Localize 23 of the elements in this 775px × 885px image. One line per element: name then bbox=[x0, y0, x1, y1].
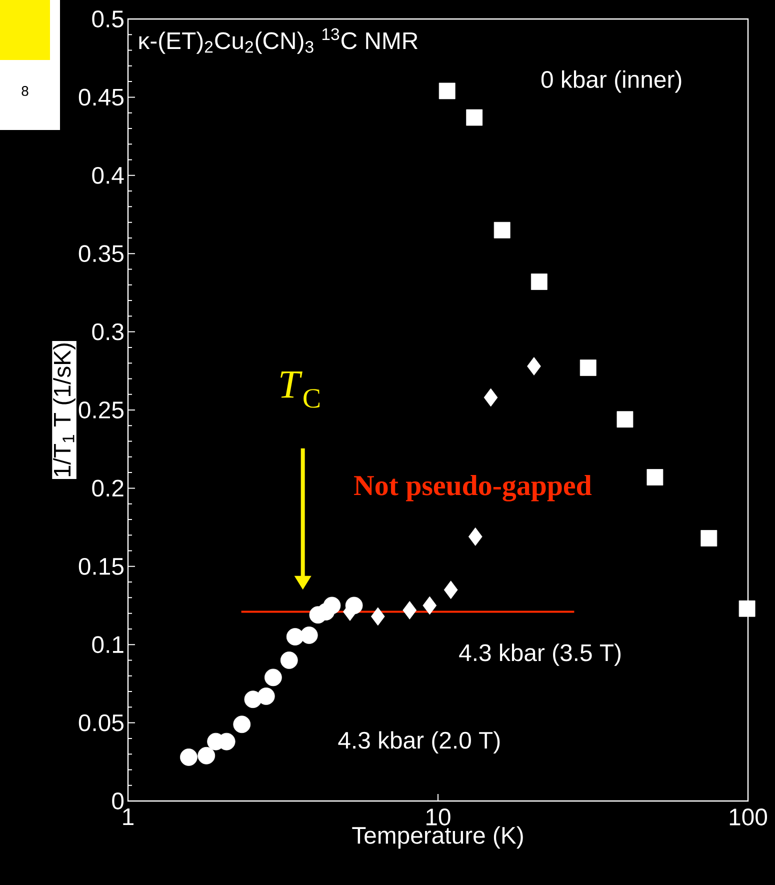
annotation: T$_{C}$ bbox=[280, 372, 320, 408]
chart-title: κ-(ET)$_{2}$Cu$_{2}$(CN)$_{3}$ $^{13}$C NMR bbox=[139, 28, 418, 54]
y-tick-label: 0.35 bbox=[78, 245, 124, 262]
y-tick-label: 0.3 bbox=[92, 323, 124, 340]
y-tick-label: 0 bbox=[112, 792, 124, 810]
y-tick-label: 0.45 bbox=[78, 88, 124, 106]
y-tick-label: 0.1 bbox=[92, 636, 124, 654]
y-tick-label: 0.25 bbox=[78, 402, 124, 418]
y-tick-label: 0.4 bbox=[92, 166, 124, 184]
x-axis-title: Temperature (K) bbox=[352, 826, 523, 849]
x-tick-label: 10 bbox=[426, 808, 450, 826]
y-axis-title: 1/T$_{1}$ T (1/sK) bbox=[53, 343, 76, 476]
y-tick-label: 0.05 bbox=[78, 714, 124, 732]
y-tick-label: 0.2 bbox=[92, 480, 124, 497]
x-tick-label: 1 bbox=[123, 808, 134, 825]
text: 4.3 kbar (2.0 T) bbox=[338, 731, 500, 754]
text: 8 bbox=[22, 86, 28, 96]
series-label: 4.3 kbar (3.5 T) bbox=[459, 644, 621, 666]
y-tick-label: 0.15 bbox=[78, 558, 124, 575]
text: 0 kbar (inner) bbox=[541, 70, 682, 93]
annotation: Not pseudo-gapped bbox=[354, 474, 592, 502]
y-tick-label: 0.5 bbox=[92, 10, 124, 28]
x-tick-label: 100 bbox=[730, 808, 768, 826]
